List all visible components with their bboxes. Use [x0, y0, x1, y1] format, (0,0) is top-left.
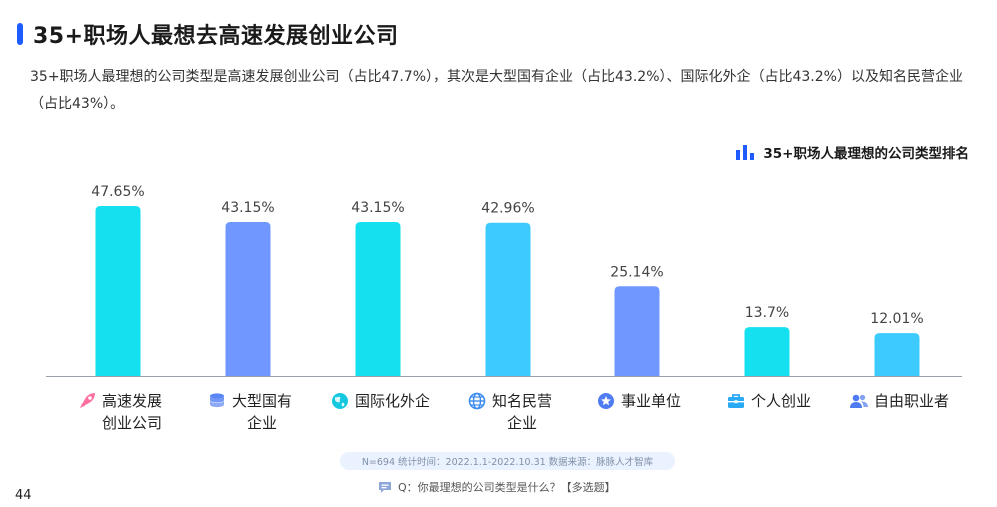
- chat-icon: [379, 481, 391, 493]
- category-label: 知名民营: [492, 392, 553, 410]
- page-number: 44: [15, 488, 32, 503]
- bar-1: [95, 206, 141, 376]
- category-label: 个人创业: [751, 392, 812, 410]
- bar-5: [614, 286, 660, 376]
- category-label: 高速发展: [102, 392, 163, 410]
- bar-7: [874, 333, 920, 376]
- survey-question-text: Q：你最理想的公司类型是什么？【多选题】: [398, 481, 616, 494]
- survey-question: Q：你最理想的公司类型是什么？【多选题】: [378, 479, 616, 495]
- category-label-line2: 企业: [507, 414, 538, 432]
- bar-4: [485, 222, 531, 376]
- category-2: 大型国有 企业: [207, 390, 292, 434]
- bar-6: [744, 327, 790, 376]
- data-label-5: 25.14%: [610, 264, 663, 280]
- data-label-6: 13.7%: [745, 305, 789, 321]
- category-label: 自由职业者: [874, 392, 950, 410]
- category-1: 高速发展 创业公司: [77, 390, 162, 434]
- category-label: 国际化外企: [355, 392, 431, 410]
- category-3: 国际化外企: [330, 390, 430, 412]
- globe-outline-icon: [468, 392, 486, 410]
- category-label: 大型国有: [232, 392, 293, 410]
- page-title: 35+职场人最想去高速发展创业公司: [33, 24, 399, 49]
- legend-label: 35+职场人最理想的公司类型排名: [763, 146, 969, 162]
- category-label: 事业单位: [621, 392, 682, 410]
- bar-chart-icon: [736, 145, 755, 160]
- title-block: 35+职场人最想去高速发展创业公司: [17, 18, 399, 50]
- globe-icon: [332, 393, 348, 409]
- data-label-4: 42.96%: [481, 201, 534, 217]
- category-4: 知名民营 企业: [467, 390, 552, 434]
- chart-legend: 35+职场人最理想的公司类型排名: [735, 142, 969, 162]
- data-label-3: 43.15%: [351, 200, 404, 216]
- category-6: 个人创业: [726, 390, 811, 412]
- coin-stack-icon: [210, 393, 224, 408]
- data-label-7: 12.01%: [870, 311, 923, 327]
- data-label-2: 43.15%: [221, 200, 274, 216]
- rocket-icon: [80, 393, 95, 408]
- data-label-1: 47.65%: [91, 184, 144, 200]
- bar-3: [355, 222, 401, 376]
- users-icon: [850, 394, 868, 408]
- data-source-footnote: N=694 统计时间：2022.1.1-2022.10.31 数据来源：脉脉人才…: [340, 452, 675, 470]
- page-description: 35+职场人最理想的公司类型是高速发展创业公司（占比47.7%），其次是大型国有…: [30, 69, 963, 112]
- bar-2: [225, 222, 271, 376]
- category-7: 自由职业者: [849, 390, 949, 412]
- briefcase-icon: [728, 394, 744, 408]
- category-label-line2: 企业: [247, 414, 278, 432]
- category-label-line2: 创业公司: [102, 414, 163, 432]
- bar-chart: 47.65% 43.15% 43.15% 42.96% 25.14% 13.7% 12.01…: [46, 184, 962, 377]
- title-accent-bar: [17, 23, 23, 45]
- category-5: 事业单位: [596, 390, 681, 412]
- badge-icon: [598, 393, 614, 409]
